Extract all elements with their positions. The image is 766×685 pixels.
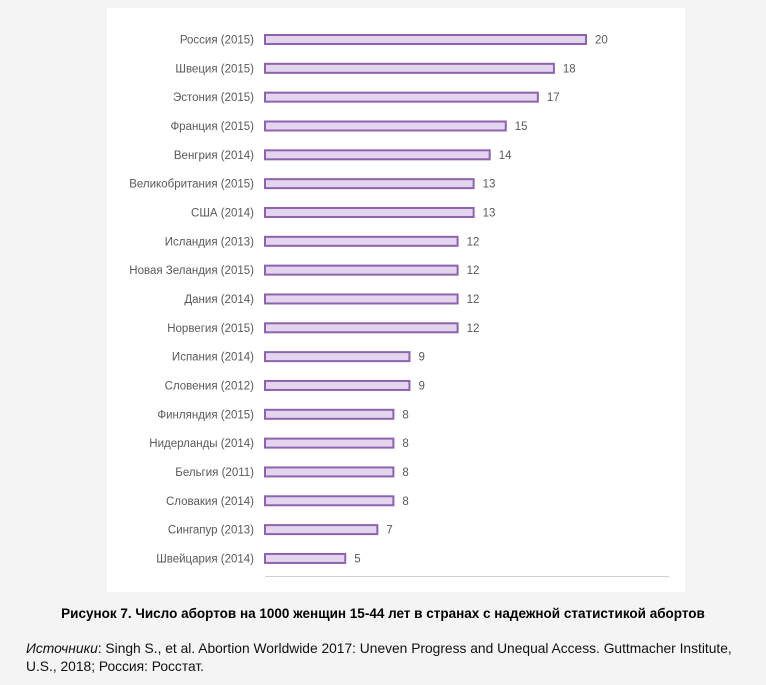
data-label: 8 bbox=[402, 438, 408, 450]
category-label: Великобритания (2015) bbox=[129, 179, 254, 191]
data-label: 14 bbox=[499, 150, 512, 162]
data-label: 12 bbox=[467, 294, 480, 306]
bar-chart: Россия (2015) 20 Швеция (2015) 18 Эстония (2… bbox=[129, 34, 669, 577]
category-label: Швеция (2015) bbox=[175, 63, 254, 75]
bar bbox=[264, 149, 491, 161]
category-label: Финляндия (2015) bbox=[157, 409, 254, 421]
data-label: 9 bbox=[418, 352, 424, 364]
data-label: 20 bbox=[595, 35, 608, 47]
data-label: 12 bbox=[467, 265, 480, 277]
sources-label: Источники bbox=[26, 641, 98, 656]
data-label: 18 bbox=[563, 63, 576, 75]
bar bbox=[264, 437, 395, 449]
bar bbox=[264, 293, 459, 305]
category-label: Эстония (2015) bbox=[173, 92, 254, 104]
bar bbox=[264, 178, 475, 190]
bar bbox=[264, 495, 395, 507]
category-label: Нидерланды (2014) bbox=[149, 438, 254, 450]
sources-text: : Singh S., et al. Abortion Worldwide 20… bbox=[26, 641, 732, 674]
data-label: 15 bbox=[515, 121, 528, 133]
bar bbox=[264, 264, 459, 276]
data-label: 7 bbox=[386, 525, 392, 537]
bar bbox=[264, 62, 555, 74]
bar bbox=[264, 322, 459, 334]
bar bbox=[264, 120, 507, 132]
bar bbox=[264, 552, 347, 564]
data-label: 12 bbox=[467, 323, 480, 335]
data-label: 8 bbox=[402, 496, 408, 508]
category-label: Норвегия (2015) bbox=[167, 323, 254, 335]
category-label: Новая Зеландия (2015) bbox=[129, 265, 254, 277]
data-label: 5 bbox=[354, 553, 360, 565]
category-label: Сингапур (2013) bbox=[168, 525, 254, 537]
bar bbox=[264, 206, 475, 218]
chart-panel: Россия (2015) 20 Швеция (2015) 18 Эстония (2… bbox=[107, 8, 685, 592]
category-label: Словения (2012) bbox=[165, 380, 255, 392]
bar bbox=[264, 34, 587, 45]
category-label: США (2014) bbox=[191, 207, 254, 219]
bar bbox=[264, 351, 411, 363]
bar bbox=[264, 408, 395, 420]
data-label: 8 bbox=[402, 409, 408, 421]
data-label: 12 bbox=[467, 236, 480, 248]
data-label: 8 bbox=[402, 467, 408, 479]
data-label: 13 bbox=[483, 179, 496, 191]
category-label: Дания (2014) bbox=[184, 294, 254, 306]
category-label: Словакия (2014) bbox=[166, 496, 254, 508]
bar bbox=[264, 466, 395, 478]
data-label: 17 bbox=[547, 92, 560, 104]
data-label: 13 bbox=[483, 207, 496, 219]
category-label: Россия (2015) bbox=[180, 35, 254, 47]
category-label: Бельгия (2011) bbox=[175, 467, 254, 479]
bar bbox=[264, 524, 379, 536]
bar bbox=[264, 235, 459, 247]
bar bbox=[264, 379, 411, 391]
bar bbox=[264, 91, 539, 103]
data-label: 9 bbox=[418, 380, 424, 392]
category-label: Исландия (2013) bbox=[165, 236, 254, 248]
category-label: Испания (2014) bbox=[172, 352, 254, 364]
sources-note: Источники: Singh S., et al. Abortion Wor… bbox=[26, 640, 736, 676]
figure-caption: Рисунок 7. Число абортов на 1000 женщин … bbox=[61, 606, 705, 621]
category-label: Франция (2015) bbox=[170, 121, 254, 133]
category-label: Венгрия (2014) bbox=[174, 150, 254, 162]
category-label: Швейцария (2014) bbox=[156, 553, 254, 565]
